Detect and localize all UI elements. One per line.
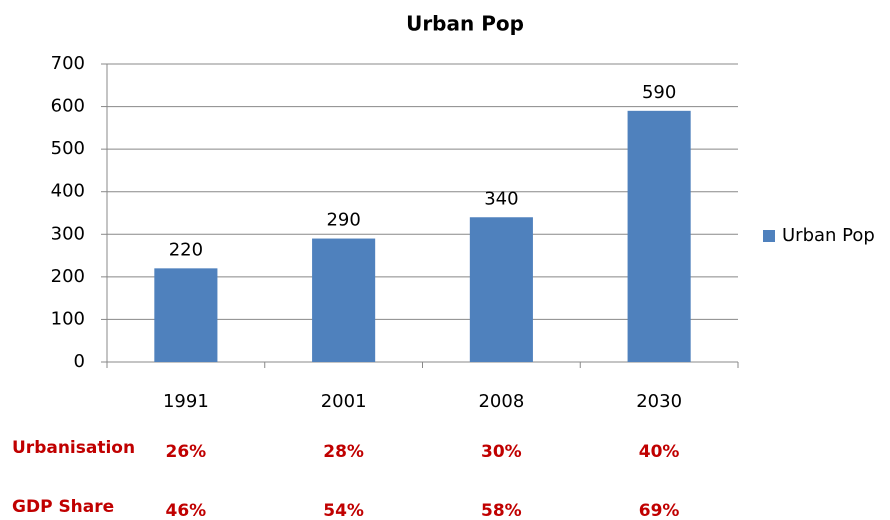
row-cell: 30% bbox=[481, 442, 522, 462]
data-label: 220 bbox=[169, 239, 203, 260]
bar bbox=[627, 110, 691, 362]
row-cell: 46% bbox=[166, 501, 207, 520]
row-label: GDP Share bbox=[12, 497, 114, 517]
row-cell: 58% bbox=[481, 501, 522, 520]
data-label: 290 bbox=[326, 210, 360, 231]
row-label: Urbanisation bbox=[12, 438, 135, 458]
y-tick-label: 200 bbox=[51, 266, 85, 287]
y-tick-label: 400 bbox=[51, 181, 85, 202]
chart-title: Urban Pop bbox=[406, 12, 524, 36]
y-tick-label: 600 bbox=[51, 96, 85, 117]
x-tick-label: 2001 bbox=[321, 391, 367, 412]
row-cell: 54% bbox=[323, 501, 364, 520]
x-tick-label: 2030 bbox=[636, 391, 682, 412]
x-tick-label: 1991 bbox=[163, 391, 209, 412]
data-label: 340 bbox=[484, 188, 518, 209]
x-tick-label: 2008 bbox=[478, 391, 524, 412]
row-cell: 28% bbox=[323, 442, 364, 462]
row-cell: 69% bbox=[639, 501, 680, 520]
y-tick-label: 500 bbox=[51, 138, 85, 159]
y-tick-label: 700 bbox=[51, 53, 85, 74]
y-tick-label: 300 bbox=[51, 223, 85, 244]
y-tick-label: 100 bbox=[51, 308, 85, 329]
legend-label: Urban Pop bbox=[782, 225, 875, 246]
row-cell: 26% bbox=[166, 442, 207, 462]
data-label: 590 bbox=[642, 82, 676, 103]
y-tick-label: 0 bbox=[74, 351, 85, 372]
legend-swatch bbox=[763, 230, 775, 242]
bar bbox=[154, 268, 218, 362]
bar bbox=[469, 217, 533, 362]
row-cell: 40% bbox=[639, 442, 680, 462]
bar bbox=[312, 238, 376, 362]
